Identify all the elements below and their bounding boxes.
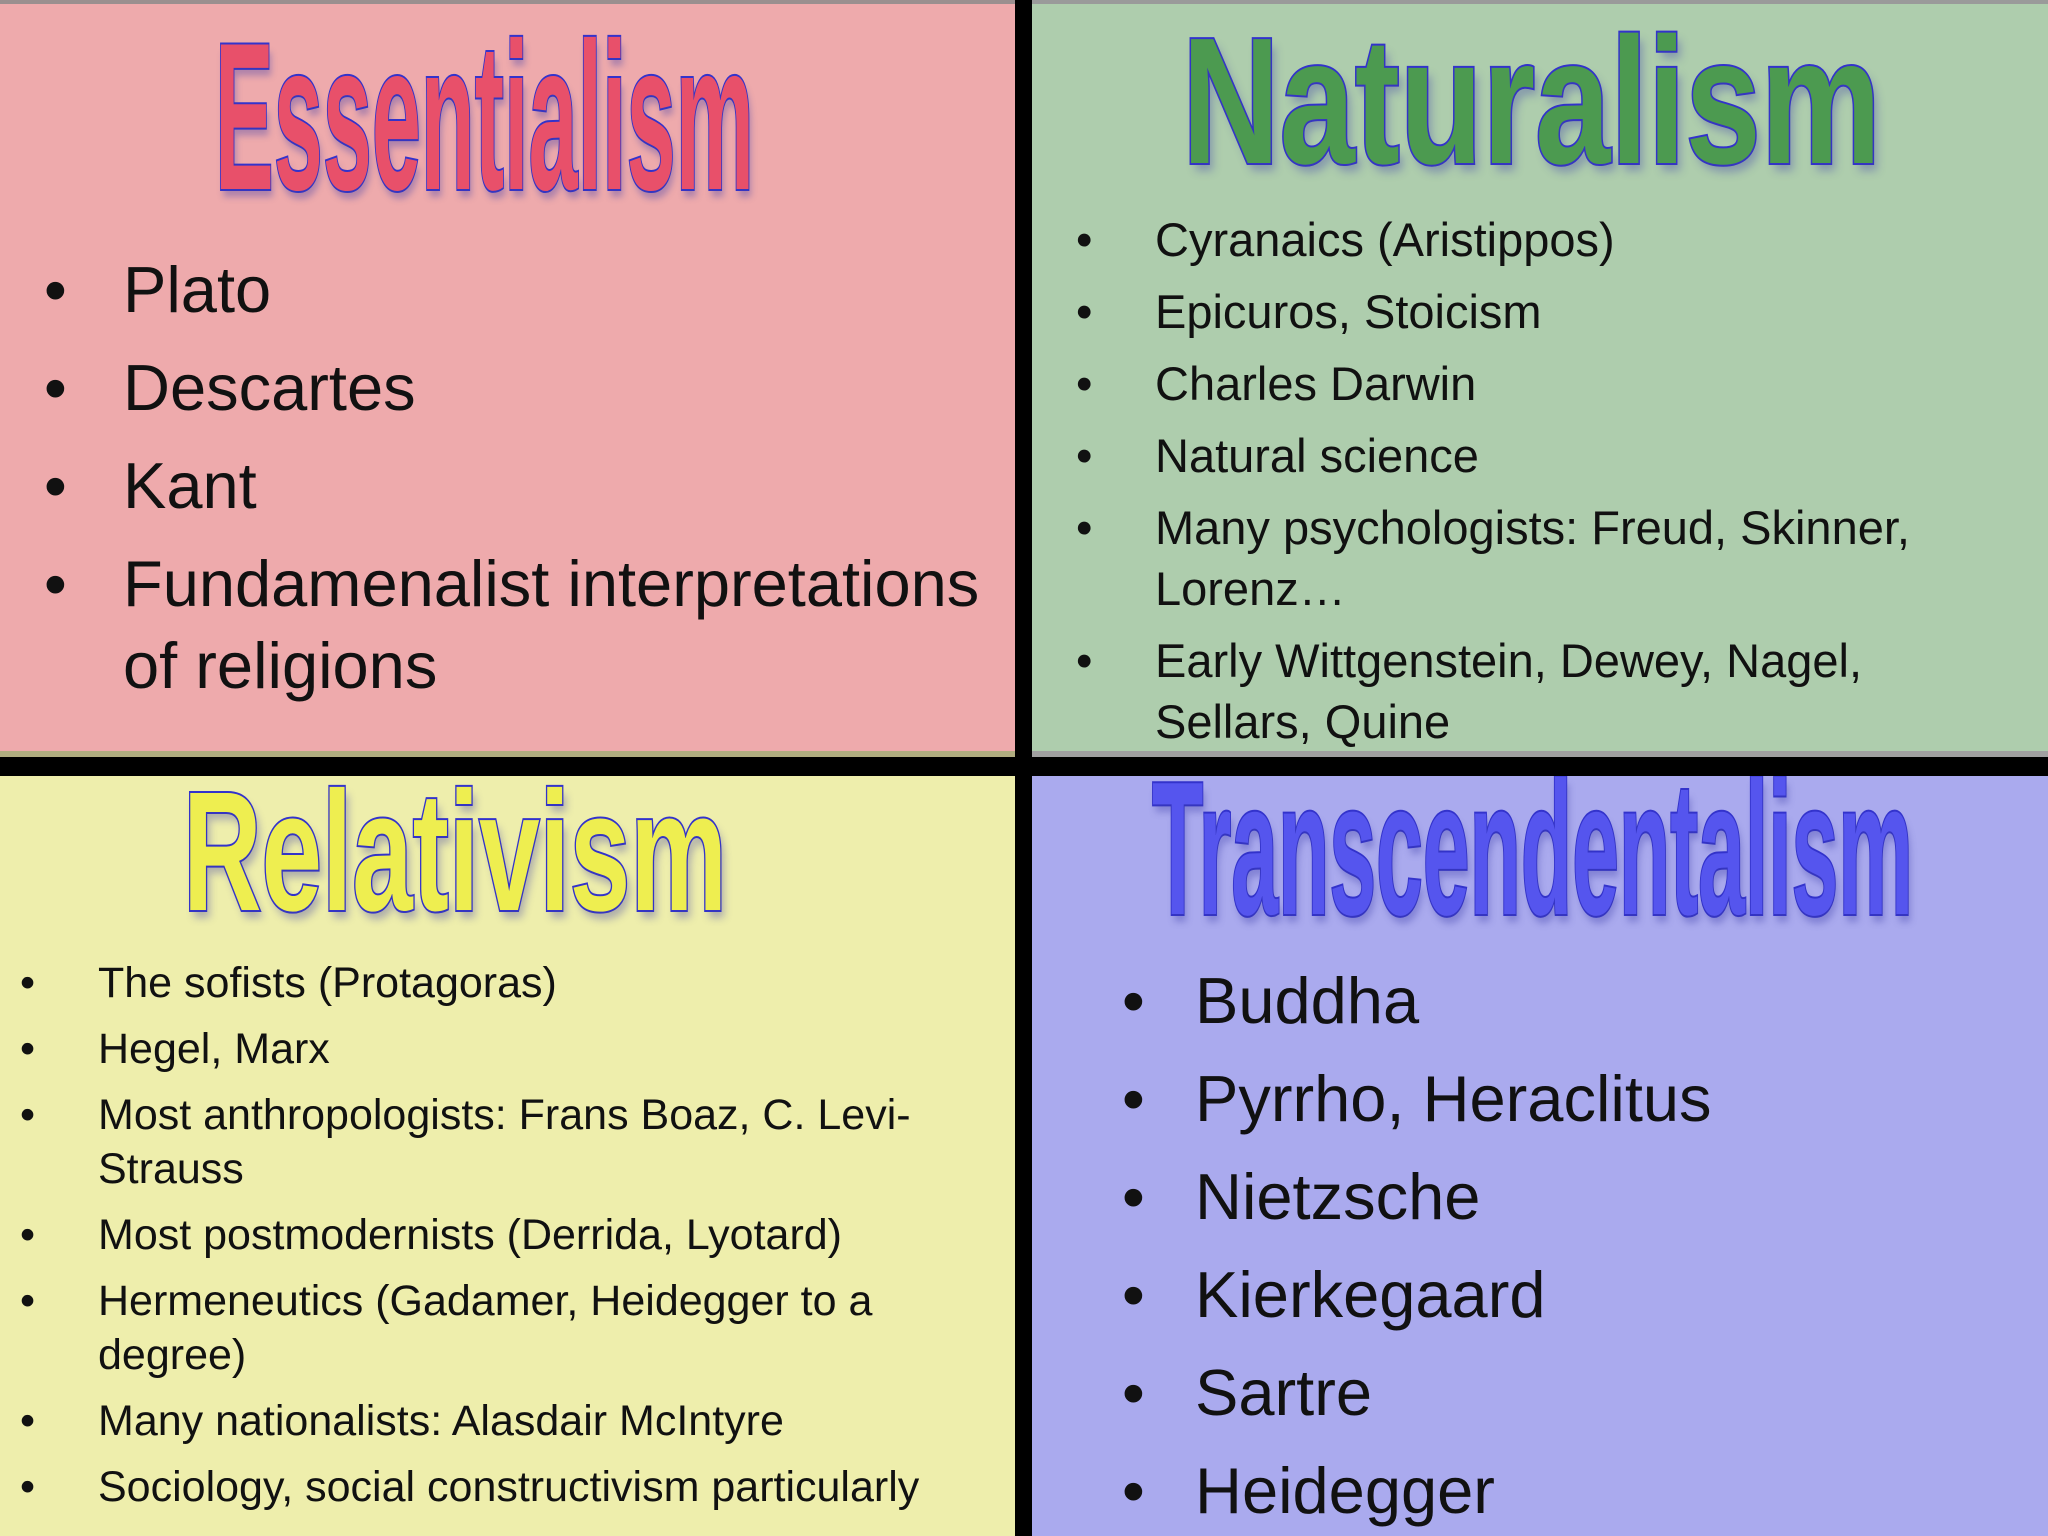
- list-item-text: Charles Darwin: [1155, 357, 1477, 410]
- list-item-text: Heidegger: [1195, 1454, 1495, 1527]
- bullet-icon: •: [1122, 1258, 1145, 1331]
- list-item: • Many psychologists: Freud, Skinner, Lor…: [1032, 497, 2015, 619]
- list-item: • Sartre: [1032, 1344, 2015, 1442]
- list-item-text: Hermeneutics (Gadamer, Heidegger to a de…: [98, 1277, 873, 1379]
- list-item-text: Nietzsche: [1195, 1160, 1481, 1233]
- list-item-text: Kant: [123, 449, 257, 522]
- bullet-icon: •: [1076, 213, 1093, 266]
- list-item-text: Hegel, Marx: [98, 1025, 330, 1073]
- list-item: • Hermeneutics (Gadamer, Heidegger to a d…: [0, 1274, 978, 1382]
- bullet-icon: •: [20, 959, 36, 1007]
- list-item: • Kant: [0, 445, 983, 527]
- bullet-icon: •: [1122, 1062, 1145, 1135]
- bullet-icon: •: [1076, 634, 1093, 687]
- list-item: • Natural science: [1032, 425, 2015, 486]
- bullet-icon: •: [20, 1463, 36, 1511]
- bullet-icon: •: [20, 1277, 36, 1325]
- list-item: • Charles Darwin: [1032, 353, 2015, 414]
- list-item-text: Descartes: [123, 351, 416, 424]
- bullet-icon: •: [44, 449, 67, 522]
- essentialism-list: • Plato • Descartes • Kant • Fundamenalist inte…: [0, 249, 983, 723]
- relativism-title: Relativism: [182, 776, 729, 949]
- list-item-text: Early Wittgenstein, Dewey, Nagel, Sellar…: [1155, 634, 1863, 748]
- bullet-icon: •: [1122, 1160, 1145, 1233]
- list-item-text: Buddha: [1195, 964, 1420, 1037]
- naturalism-title: Naturalism: [1180, 1, 1882, 204]
- bullet-icon: •: [1076, 357, 1093, 410]
- list-item-text: The sofists (Protagoras): [98, 959, 557, 1007]
- list-item: • Fundamenalist interpretations of religi…: [0, 543, 983, 707]
- bullet-icon: •: [20, 1397, 36, 1445]
- list-item-text: Sartre: [1195, 1356, 1373, 1429]
- naturalism-list: • Cyranaics (Aristippos) • Epicuros, Stoici…: [1032, 209, 2015, 751]
- list-item: • Sociology, social constructivism partic…: [0, 1460, 978, 1514]
- list-item-text: Fundamenalist interpretations of religio…: [123, 547, 980, 702]
- list-item: • Buddha: [1032, 952, 2015, 1050]
- list-item-text: Most postmodernists (Derrida, Lyotard): [98, 1211, 842, 1259]
- essentialism-title: Essentialism: [214, 0, 755, 236]
- list-item-text: Pyrrho, Heraclitus: [1195, 1062, 1712, 1135]
- list-item: • Nietzsche: [1032, 1148, 2015, 1246]
- list-item: • Kierkegaard: [1032, 1246, 2015, 1344]
- list-item-text: Cyranaics (Aristippos): [1155, 213, 1615, 266]
- bullet-icon: •: [1122, 1454, 1145, 1527]
- relativism-panel: Relativism • The sofists (Protagoras) • Heg…: [0, 776, 1015, 1536]
- essentialism-panel: Essentialism • Plato • Descartes • Kant • Funda…: [0, 0, 1015, 757]
- list-item-text: Plato: [123, 253, 272, 326]
- transcendentalism-list: • Buddha • Pyrrho, Heraclitus • Nietzsche • Kie…: [1032, 952, 2015, 1536]
- bullet-icon: •: [1076, 285, 1093, 338]
- list-item-text: Sociology, social constructivism particu…: [98, 1463, 920, 1511]
- list-item: • The sofists (Protagoras): [0, 956, 978, 1010]
- list-item: • Many nationalists: Alasdair McIntyre: [0, 1394, 978, 1448]
- list-item-text: Most anthropologists: Frans Boaz, C. Lev…: [98, 1091, 911, 1193]
- list-item: • Cyranaics (Aristippos): [1032, 209, 2015, 270]
- bullet-icon: •: [20, 1025, 36, 1073]
- bullet-icon: •: [44, 351, 67, 424]
- bullet-icon: •: [1122, 1356, 1145, 1429]
- list-item-text: Kierkegaard: [1195, 1258, 1546, 1331]
- list-item-text: Many psychologists: Freud, Skinner, Lore…: [1155, 501, 1910, 615]
- bullet-icon: •: [44, 547, 67, 620]
- list-item: • Early Wittgenstein, Dewey, Nagel, Sella…: [1032, 630, 2015, 751]
- bullet-icon: •: [20, 1091, 36, 1139]
- bullet-icon: •: [20, 1211, 36, 1259]
- list-item: • Plato: [0, 249, 983, 331]
- list-item: • Pyrrho, Heraclitus: [1032, 1050, 2015, 1148]
- list-item-text: Epicuros, Stoicism: [1155, 285, 1542, 338]
- list-item-text: Many nationalists: Alasdair McIntyre: [98, 1397, 784, 1445]
- transcendentalism-title: Transcendentalism: [1151, 776, 1914, 957]
- naturalism-panel: Naturalism • Cyranaics (Aristippos) • Epicu…: [1032, 0, 2048, 757]
- list-item: • Heidegger: [1032, 1442, 2015, 1536]
- list-item: • Most anthropologists: Frans Boaz, C. Le…: [0, 1088, 978, 1196]
- list-item: • Descartes: [0, 347, 983, 429]
- list-item-text: Natural science: [1155, 429, 1479, 482]
- bullet-icon: •: [1076, 501, 1093, 554]
- bullet-icon: •: [1122, 964, 1145, 1037]
- transcendentalism-panel: Transcendentalism • Buddha • Pyrrho, Heracl…: [1032, 776, 2048, 1536]
- list-item: • Hegel, Marx: [0, 1022, 978, 1076]
- relativism-list: • The sofists (Protagoras) • Hegel, Marx • Mo…: [0, 956, 978, 1526]
- bullet-icon: •: [1076, 429, 1093, 482]
- list-item: • Most postmodernists (Derrida, Lyotard): [0, 1208, 978, 1262]
- list-item: • Epicuros, Stoicism: [1032, 281, 2015, 342]
- bullet-icon: •: [44, 253, 67, 326]
